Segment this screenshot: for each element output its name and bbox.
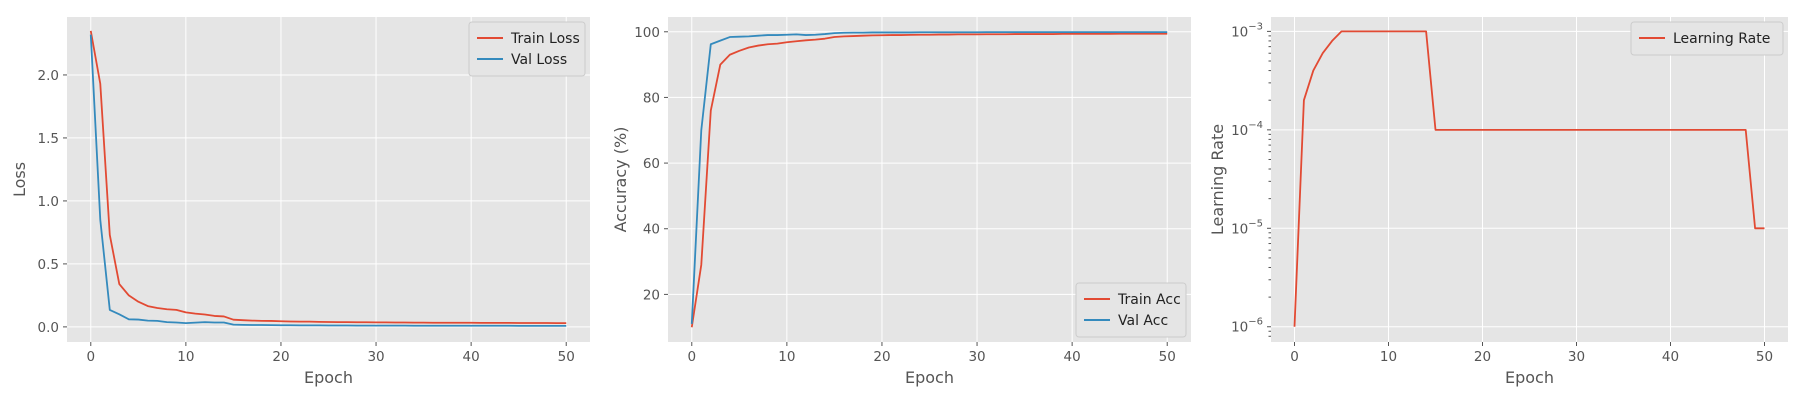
learning-rate-x-tick-label: 30 <box>1568 349 1585 365</box>
learning-rate-y-tick-label: 10−6 <box>1231 317 1263 336</box>
accuracy-legend-label: Val Acc <box>1118 313 1168 329</box>
loss-legend-label: Train Loss <box>510 31 580 47</box>
learning-rate-legend: Learning Rate <box>1630 21 1784 56</box>
loss-legend-frame <box>468 21 586 77</box>
loss-x-tick-label: 0 <box>86 349 95 365</box>
loss-chart: 0 10 20 30 40 50 0.0 0.5 1.0 1.5 2.0 Epoch Loss Train… <box>10 17 590 387</box>
accuracy-x-tick-label: 40 <box>1064 349 1081 365</box>
loss-x-tick-label: 10 <box>177 349 194 365</box>
accuracy-x-tick-label: 30 <box>968 349 985 365</box>
accuracy-y-axis-title: Accuracy (%) <box>611 127 630 233</box>
learning-rate-y-tick-label: 10−5 <box>1231 218 1263 237</box>
accuracy-series-train-acc <box>690 32 1168 328</box>
accuracy-legend: Train Acc Val Acc <box>1075 282 1187 338</box>
accuracy-y-tick-label: 80 <box>643 90 660 106</box>
learning-rate-plot-area <box>1271 17 1788 342</box>
loss-x-tick-label: 40 <box>463 349 480 365</box>
accuracy-legend-frame <box>1075 282 1187 338</box>
loss-y-tick-label: 0.0 <box>38 320 59 336</box>
learning-rate-x-tick-label: 40 <box>1662 349 1679 365</box>
accuracy-legend-label: Train Acc <box>1117 292 1181 308</box>
accuracy-y-tick-label: 60 <box>643 156 660 172</box>
loss-y-tick-label: 2.0 <box>38 68 59 84</box>
loss-legend: Train Loss Val Loss <box>468 21 586 77</box>
learning-rate-y-axis-title: Learning Rate <box>1208 124 1227 235</box>
accuracy-y-tick-label: 100 <box>634 25 660 41</box>
loss-legend-label: Val Loss <box>511 52 567 68</box>
loss-x-axis-title: Epoch <box>304 368 353 387</box>
accuracy-series-val-acc <box>690 31 1168 324</box>
learning-rate-x-tick-label: 50 <box>1756 349 1773 365</box>
loss-series-train-loss <box>89 30 567 325</box>
learning-rate-legend-label: Learning Rate <box>1673 31 1770 47</box>
loss-y-axis-title: Loss <box>10 162 29 197</box>
loss-x-tick-label: 30 <box>367 349 384 365</box>
loss-series-val-loss <box>89 34 567 327</box>
learning-rate-y-tick-label: 10−3 <box>1231 21 1263 40</box>
accuracy-x-tick-label: 10 <box>778 349 795 365</box>
learning-rate-chart: 0 10 20 30 40 50 10−6 10−5 10−4 10−3 Epoch Learning… <box>1208 17 1788 387</box>
loss-y-tick-label: 1.5 <box>38 131 59 147</box>
learning-rate-y-tick-label: 10−4 <box>1231 120 1263 139</box>
accuracy-x-axis-title: Epoch <box>905 368 954 387</box>
accuracy-x-tick-label: 20 <box>873 349 890 365</box>
accuracy-y-tick-label: 40 <box>643 222 660 238</box>
loss-y-tick-label: 0.5 <box>38 257 59 273</box>
accuracy-chart: 0 10 20 30 40 50 20 40 60 80 100 Epoch Accuracy (%) T… <box>611 17 1191 387</box>
loss-y-tick-label: 1.0 <box>38 194 59 210</box>
learning-rate-legend-frame <box>1630 21 1784 56</box>
loss-x-tick-label: 20 <box>272 349 289 365</box>
accuracy-x-tick-label: 50 <box>1159 349 1176 365</box>
learning-rate-x-tick-label: 10 <box>1380 349 1397 365</box>
learning-rate-x-tick-label: 20 <box>1474 349 1491 365</box>
learning-rate-series-learning-rate <box>1293 30 1765 327</box>
accuracy-y-tick-label: 20 <box>643 287 660 303</box>
learning-rate-x-tick-label: 0 <box>1290 349 1299 365</box>
accuracy-x-tick-label: 0 <box>687 349 696 365</box>
loss-x-tick-label: 50 <box>558 349 575 365</box>
learning-rate-x-axis-title: Epoch <box>1505 368 1554 387</box>
